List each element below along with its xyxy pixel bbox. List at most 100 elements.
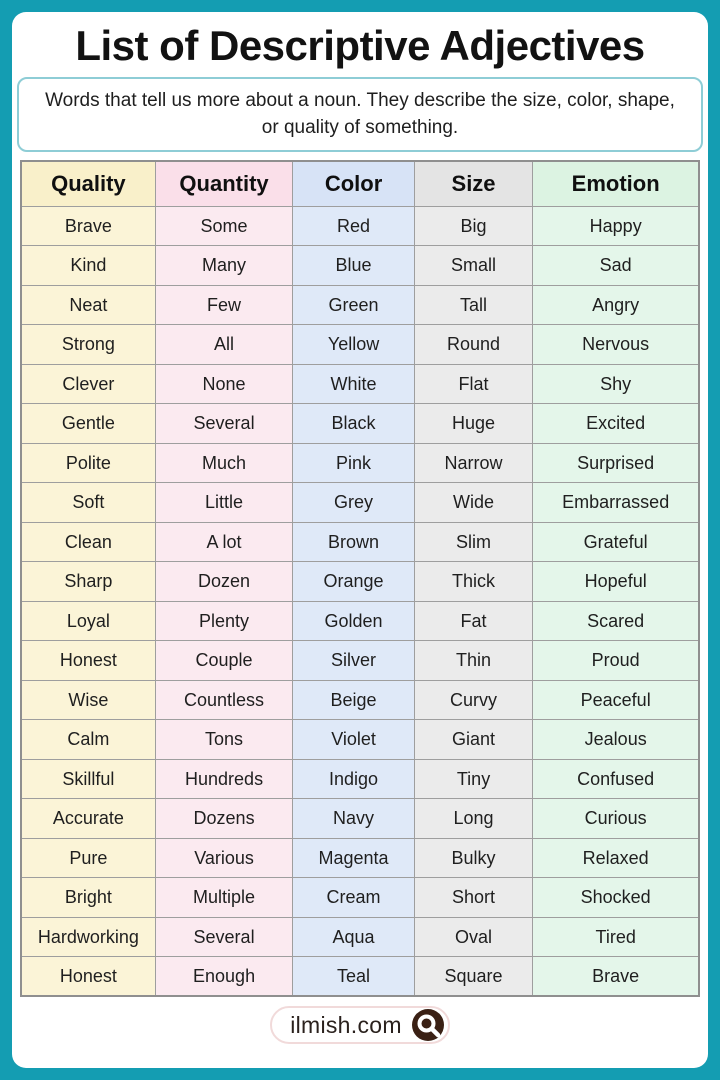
- table-cell-size: Round: [413, 324, 534, 365]
- table-cell-quality: Strong: [20, 324, 156, 365]
- table-cell-emotion: Hopeful: [532, 561, 700, 602]
- table-cell-color: Navy: [292, 798, 415, 839]
- table-cell-quantity: Tons: [154, 719, 294, 760]
- table-cell-emotion: Shy: [532, 363, 700, 405]
- table-cell-color: Black: [292, 403, 415, 444]
- table-row: Brave Some Red Big Happy: [20, 205, 700, 247]
- table-cell-emotion: Curious: [532, 798, 700, 839]
- column-header-size: Size: [413, 160, 534, 207]
- table-cell-color: Cream: [292, 877, 415, 918]
- table-cell-quantity: Hundreds: [154, 758, 294, 800]
- table-cell-color: Pink: [292, 442, 415, 484]
- table-cell-quality: Kind: [20, 245, 156, 286]
- table-cell-size: Huge: [413, 403, 534, 444]
- table-cell-emotion: Shocked: [532, 877, 700, 918]
- table-row: Hardworking Several Aqua Oval Tired: [20, 916, 700, 958]
- table-cell-color: Aqua: [292, 916, 415, 958]
- table-cell-quality: Brave: [20, 205, 156, 247]
- table-cell-quality: Neat: [20, 284, 156, 326]
- table-cell-quality: Loyal: [20, 600, 156, 642]
- page-title: List of Descriptive Adjectives: [75, 22, 645, 69]
- table-cell-quality: Bright: [20, 877, 156, 918]
- table-cell-emotion: Proud: [532, 640, 700, 681]
- table-cell-color: Silver: [292, 640, 415, 681]
- table-cell-size: Square: [413, 956, 534, 997]
- table-cell-quantity: Few: [154, 284, 294, 326]
- table-cell-size: Long: [413, 798, 534, 839]
- table-row: Honest Enough Teal Square Brave: [20, 956, 700, 997]
- table-cell-quality: Hardworking: [20, 916, 156, 958]
- table-row: Wise Countless Beige Curvy Peaceful: [20, 679, 700, 721]
- table-cell-emotion: Embarrassed: [532, 482, 700, 523]
- table-cell-size: Tiny: [413, 758, 534, 800]
- table-cell-color: Grey: [292, 482, 415, 523]
- table-cell-color: White: [292, 363, 415, 405]
- table-row: Clean A lot Brown Slim Grateful: [20, 521, 700, 563]
- table-cell-quality: Soft: [20, 482, 156, 523]
- footer: ilmish.com: [12, 1006, 708, 1045]
- column-header-quality: Quality: [20, 160, 156, 207]
- table-cell-quality: Clean: [20, 521, 156, 563]
- table-head: Quality Quantity Color Size Emotion: [20, 160, 700, 207]
- adjectives-table-wrapper: Quality Quantity Color Size Emotion Brave Som…: [20, 160, 700, 998]
- table-row: Loyal Plenty Golden Fat Scared: [20, 600, 700, 642]
- table-cell-quality: Honest: [20, 640, 156, 681]
- table-cell-quantity: Dozen: [154, 561, 294, 602]
- table-cell-quantity: All: [154, 324, 294, 365]
- table-cell-emotion: Brave: [532, 956, 700, 997]
- table-cell-quantity: Many: [154, 245, 294, 286]
- table-cell-emotion: Excited: [532, 403, 700, 444]
- table-cell-size: Slim: [413, 521, 534, 563]
- table-cell-quality: Accurate: [20, 798, 156, 839]
- table-cell-emotion: Scared: [532, 600, 700, 642]
- table-row: Neat Few Green Tall Angry: [20, 284, 700, 326]
- column-header-emotion: Emotion: [532, 160, 700, 207]
- table-cell-emotion: Relaxed: [532, 837, 700, 879]
- table-cell-quantity: Much: [154, 442, 294, 484]
- table-cell-quality: Clever: [20, 363, 156, 405]
- table-cell-color: Blue: [292, 245, 415, 286]
- table-cell-size: Wide: [413, 482, 534, 523]
- table-cell-quantity: Dozens: [154, 798, 294, 839]
- table-cell-quantity: Some: [154, 205, 294, 247]
- table-cell-emotion: Happy: [532, 205, 700, 247]
- table-row: Honest Couple Silver Thin Proud: [20, 640, 700, 681]
- table-cell-size: Fat: [413, 600, 534, 642]
- table-cell-emotion: Jealous: [532, 719, 700, 760]
- table-cell-quantity: Enough: [154, 956, 294, 997]
- table-cell-size: Narrow: [413, 442, 534, 484]
- table-cell-emotion: Surprised: [532, 442, 700, 484]
- table-cell-color: Brown: [292, 521, 415, 563]
- table-cell-color: Beige: [292, 679, 415, 721]
- table-cell-quantity: Plenty: [154, 600, 294, 642]
- magnifier-q-icon: [411, 1009, 444, 1042]
- table-cell-quantity: Couple: [154, 640, 294, 681]
- table-cell-size: Curvy: [413, 679, 534, 721]
- table-cell-emotion: Peaceful: [532, 679, 700, 721]
- table-row: Accurate Dozens Navy Long Curious: [20, 798, 700, 839]
- table-cell-quantity: None: [154, 363, 294, 405]
- table-cell-color: Violet: [292, 719, 415, 760]
- table-cell-size: Short: [413, 877, 534, 918]
- table-cell-quantity: Little: [154, 482, 294, 523]
- table-row: Gentle Several Black Huge Excited: [20, 403, 700, 444]
- table-cell-color: Indigo: [292, 758, 415, 800]
- description-box: Words that tell us more about a noun. Th…: [17, 77, 703, 153]
- table-cell-quality: Wise: [20, 679, 156, 721]
- table-cell-size: Big: [413, 205, 534, 247]
- table-cell-size: Thin: [413, 640, 534, 681]
- table-cell-quality: Pure: [20, 837, 156, 879]
- table-row: Sharp Dozen Orange Thick Hopeful: [20, 561, 700, 602]
- table-cell-size: Thick: [413, 561, 534, 602]
- table-row: Pure Various Magenta Bulky Relaxed: [20, 837, 700, 879]
- table-cell-quantity: Countless: [154, 679, 294, 721]
- table-row: Skillful Hundreds Indigo Tiny Confused: [20, 758, 700, 800]
- table-cell-quality: Gentle: [20, 403, 156, 444]
- table-cell-emotion: Confused: [532, 758, 700, 800]
- table-cell-color: Yellow: [292, 324, 415, 365]
- table-cell-quality: Calm: [20, 719, 156, 760]
- table-cell-emotion: Sad: [532, 245, 700, 286]
- adjectives-table: Quality Quantity Color Size Emotion Brave Som…: [20, 160, 700, 998]
- table-row: Soft Little Grey Wide Embarrassed: [20, 482, 700, 523]
